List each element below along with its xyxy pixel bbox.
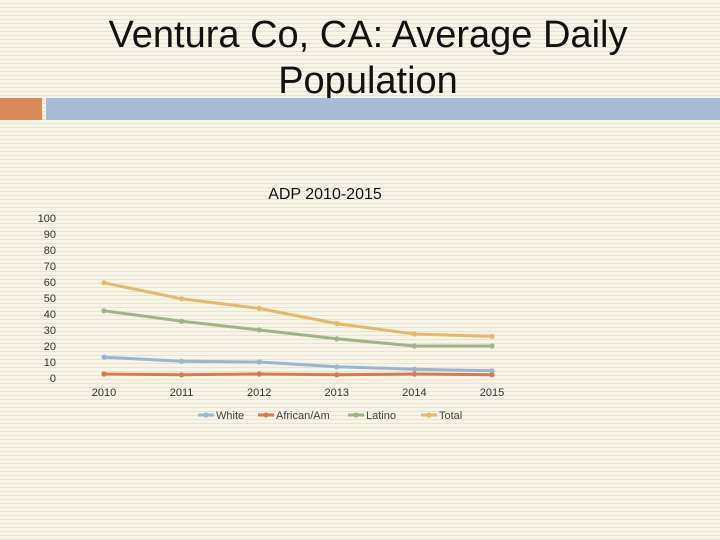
y-tick-label: 60: [44, 277, 56, 289]
y-tick-label: 90: [44, 229, 56, 241]
accent-bar-orange: [0, 98, 42, 120]
data-point-white: [179, 358, 185, 364]
data-point-african-am: [411, 371, 417, 377]
legend-item-total: Total: [421, 410, 462, 422]
slide-title-line-2: Population: [278, 60, 458, 102]
slide-title-line-1: Ventura Co, CA: Average Daily: [108, 14, 628, 56]
data-point-total: [101, 280, 107, 286]
y-tick-label: 100: [38, 213, 56, 225]
y-tick-label: 0: [50, 373, 56, 385]
data-point-latino: [256, 327, 262, 333]
data-point-white: [411, 366, 417, 372]
x-tick-label: 2015: [480, 387, 504, 399]
data-point-latino: [179, 318, 185, 324]
data-point-african-am: [179, 372, 185, 378]
series-latino: [101, 308, 495, 349]
data-point-white: [256, 359, 262, 365]
y-tick-label: 40: [44, 309, 56, 321]
legend-marker-white: [203, 412, 209, 418]
data-point-total: [411, 331, 417, 337]
data-point-latino: [411, 343, 417, 349]
y-tick-label: 80: [44, 245, 56, 257]
x-axis: 2010 2011 2012 2013 2014 2015: [92, 387, 504, 399]
data-point-total: [334, 321, 340, 327]
data-point-total: [489, 333, 495, 339]
x-tick-label: 2013: [325, 387, 349, 399]
data-point-african-am: [334, 372, 340, 378]
legend-marker-african-am: [263, 412, 269, 418]
legend-item-latino: Latino: [348, 410, 396, 422]
series-layer: [101, 280, 495, 378]
legend-label-latino: Latino: [366, 410, 396, 422]
data-point-total: [179, 296, 185, 302]
series-line-white: [102, 355, 494, 373]
data-point-african-am: [256, 371, 262, 377]
legend: White African/Am Latino Total: [198, 410, 462, 422]
series-african-am: [101, 371, 495, 378]
slide-title: Ventura Co, CA: Average Daily Population: [40, 12, 696, 104]
series-line-total: [102, 281, 494, 338]
legend-label-african-am: African/Am: [276, 410, 330, 422]
data-point-white: [489, 368, 495, 374]
legend-marker-latino: [353, 412, 359, 418]
y-tick-label: 30: [44, 325, 56, 337]
chart-title: ADP 2010-2015: [268, 186, 382, 203]
legend-label-white: White: [216, 410, 244, 422]
y-tick-label: 20: [44, 341, 56, 353]
legend-item-african-am: African/Am: [258, 410, 330, 422]
x-tick-label: 2012: [247, 387, 271, 399]
data-point-latino: [489, 343, 495, 349]
series-total: [101, 280, 495, 339]
series-white: [101, 354, 495, 374]
x-tick-label: 2014: [402, 387, 426, 399]
y-tick-label: 70: [44, 261, 56, 273]
data-point-latino: [101, 308, 107, 314]
data-point-african-am: [489, 372, 495, 378]
x-tick-label: 2011: [170, 387, 194, 399]
legend-label-total: Total: [439, 410, 462, 422]
data-point-white: [334, 364, 340, 370]
y-tick-label: 50: [44, 293, 56, 305]
legend-marker-total: [426, 412, 432, 418]
x-tick-label: 2010: [92, 387, 116, 399]
data-point-african-am: [101, 371, 107, 377]
data-point-white: [101, 354, 107, 360]
data-point-latino: [334, 336, 340, 342]
legend-item-white: White: [198, 410, 244, 422]
accent-bar-blue: [46, 98, 720, 120]
series-line-african-am: [102, 372, 494, 377]
y-tick-label: 10: [44, 357, 56, 369]
data-point-total: [256, 305, 262, 311]
series-line-latino: [102, 309, 494, 348]
